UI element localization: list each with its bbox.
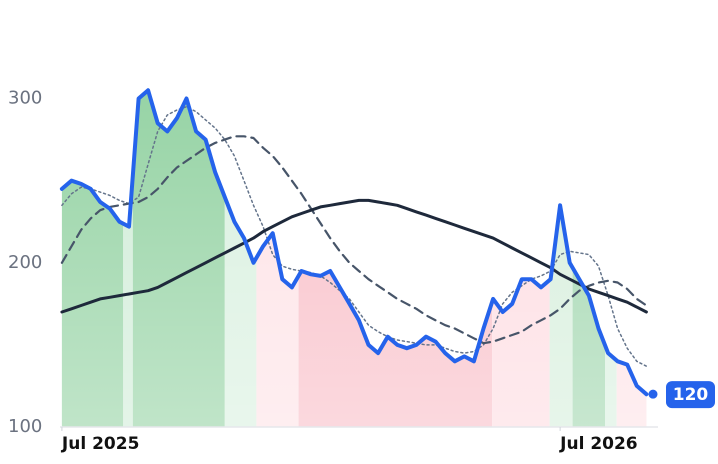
value-badge-label: 120 bbox=[673, 385, 709, 405]
x-tick-label: Jul 2025 bbox=[61, 434, 140, 454]
value-badge bbox=[666, 381, 715, 409]
series-line bbox=[60, 198, 648, 314]
series-line bbox=[61, 106, 648, 367]
area-fade bbox=[61, 90, 647, 427]
y-tick-label: 200 bbox=[8, 252, 42, 273]
series-line bbox=[59, 88, 649, 397]
y-tick-label: 100 bbox=[8, 416, 42, 437]
last-point bbox=[648, 389, 658, 399]
y-tick-label: 300 bbox=[8, 88, 42, 109]
series-line bbox=[60, 135, 648, 345]
x-tick-label: Jul 2026 bbox=[559, 434, 638, 454]
